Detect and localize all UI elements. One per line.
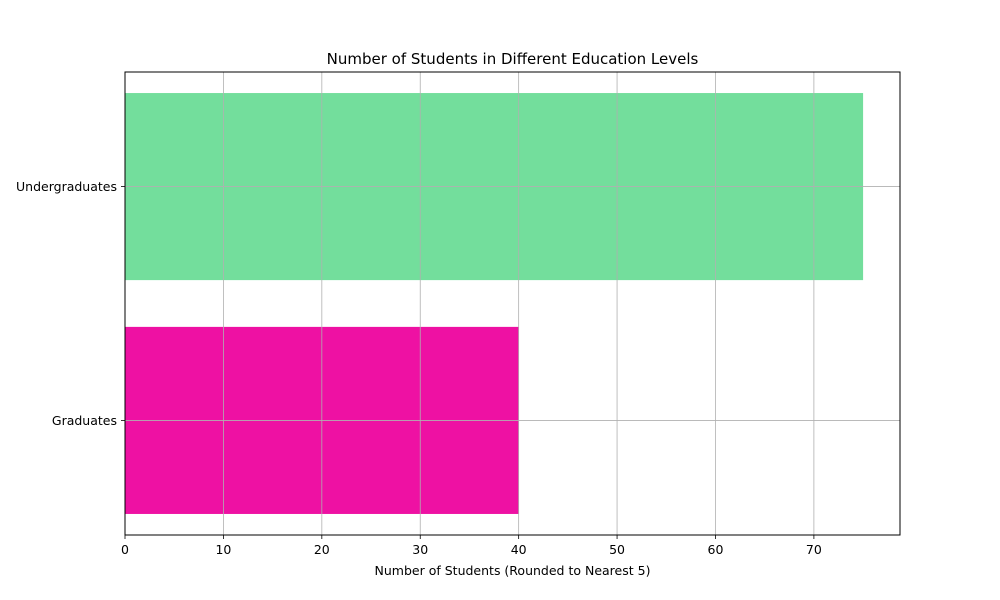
- y-tick-label: Undergraduates: [16, 179, 117, 194]
- x-tick-label: 0: [121, 542, 129, 557]
- x-tick-label: 30: [412, 542, 428, 557]
- ticks-layer: 0 10 20 30 40 50 60 70 Graduates Undergraduates: [16, 179, 822, 557]
- x-tick-label: 70: [806, 542, 822, 557]
- y-tick-label: Graduates: [52, 413, 117, 428]
- chart-title: Number of Students in Different Educatio…: [327, 50, 699, 68]
- grid-overlay-layer: [124, 72, 900, 535]
- x-tick-label: 50: [609, 542, 625, 557]
- x-tick-label: 60: [708, 542, 724, 557]
- x-tick-label: 20: [314, 542, 330, 557]
- x-axis-label: Number of Students (Rounded to Nearest 5…: [375, 563, 651, 578]
- x-tick-label: 40: [511, 542, 527, 557]
- bars-layer: [125, 93, 864, 514]
- x-tick-label: 10: [215, 542, 231, 557]
- plot-frame: [124, 71, 901, 536]
